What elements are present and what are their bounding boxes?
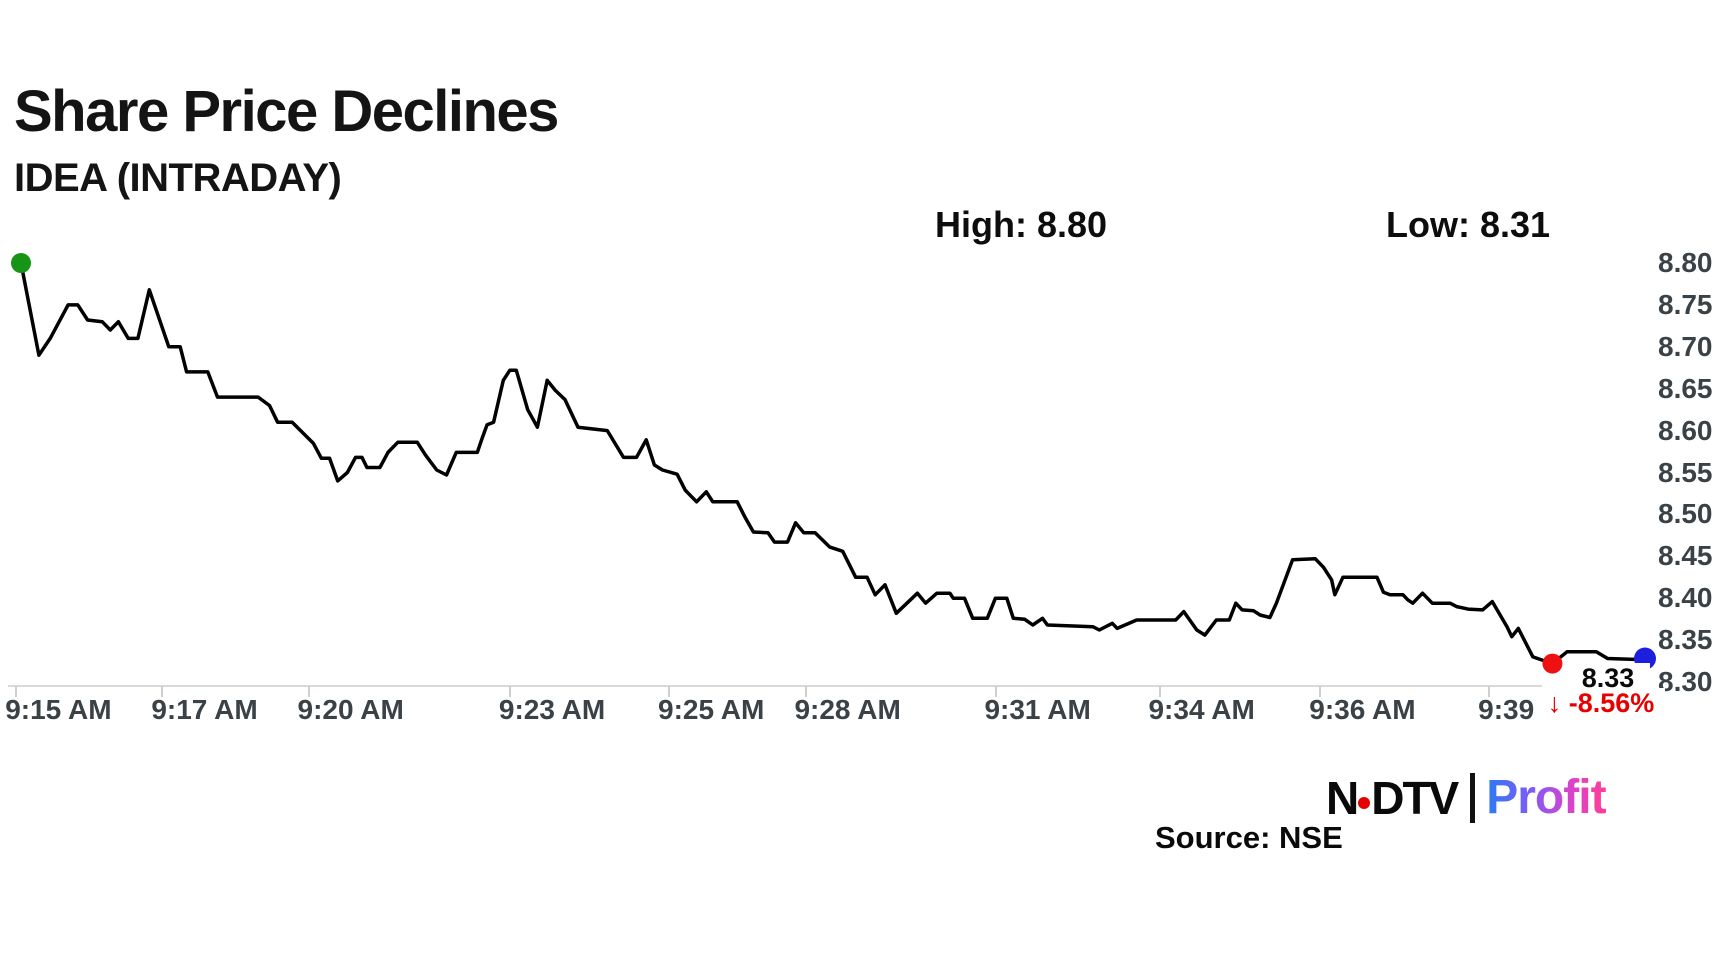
ndtv-red-dot-icon: [1358, 796, 1371, 809]
y-axis-label: 8.70: [1658, 330, 1713, 362]
x-axis-tick: [1319, 686, 1322, 697]
logo-divider: [1470, 772, 1476, 823]
x-axis-tick: [509, 686, 511, 697]
y-axis-label: 8.60: [1658, 414, 1713, 446]
price-line: [19, 261, 1647, 666]
x-axis-label: 9:25 AM: [658, 694, 765, 725]
y-axis-label: 8.50: [1658, 498, 1713, 530]
profit-logo-text: Profit: [1486, 771, 1606, 824]
x-axis-tick: [1488, 686, 1491, 697]
x-axis-label: 9:34 AM: [1148, 694, 1255, 725]
ndtv-letter-n: N: [1326, 771, 1359, 824]
y-axis-label: 8.45: [1658, 540, 1713, 572]
high-value-label: High: 8.80: [935, 204, 1108, 245]
x-axis-tick: [804, 686, 807, 697]
change-label: ↓ -8.56%: [1537, 688, 1665, 719]
low-value-label: Low: 8.31: [1386, 204, 1551, 245]
y-axis-label: 8.40: [1658, 582, 1713, 614]
x-axis-label: 9:17 AM: [151, 694, 258, 725]
x-axis-label: 9:20 AM: [297, 694, 404, 725]
x-axis-baseline: [8, 685, 1542, 687]
y-axis-label: 8.30: [1658, 666, 1713, 697]
x-axis-label: 9:36 AM: [1309, 694, 1416, 725]
chart-subtitle: IDEA (INTRADAY): [14, 156, 342, 200]
x-axis-tick: [15, 686, 18, 697]
ndtv-letters-dtv: DTV: [1371, 771, 1459, 824]
x-axis-tick: [307, 686, 310, 697]
x-axis-tick: [994, 686, 997, 697]
x-axis-tick: [161, 686, 164, 697]
y-axis-label: 8.75: [1658, 288, 1713, 320]
x-axis-label: 9:23 AM: [498, 694, 606, 725]
change-percent: -8.56%: [1568, 688, 1655, 718]
x-axis-label: 9:15 AM: [5, 694, 112, 725]
y-axis-label: 8.35: [1658, 624, 1713, 656]
x-axis-label: 9:31 AM: [984, 694, 1091, 725]
y-axis-label: 8.80: [1658, 247, 1713, 278]
x-axis-tick: [1158, 686, 1161, 697]
y-axis-label: 8.55: [1658, 456, 1713, 488]
ndtv-logo-text: N DTV: [1326, 771, 1459, 825]
start-dot: [11, 253, 31, 273]
x-axis-label: 9:28 AM: [794, 694, 901, 725]
low-dot: [1542, 653, 1563, 674]
y-axis-label: 8.65: [1658, 372, 1713, 404]
x-axis-tick: [668, 686, 671, 697]
ndtv-profit-logo: N DTV Profit: [1326, 770, 1607, 825]
chart-title: Share Price Declines: [14, 79, 559, 144]
source-label: Source: NSE: [1155, 820, 1343, 855]
down-arrow-icon: ↓: [1547, 688, 1562, 718]
